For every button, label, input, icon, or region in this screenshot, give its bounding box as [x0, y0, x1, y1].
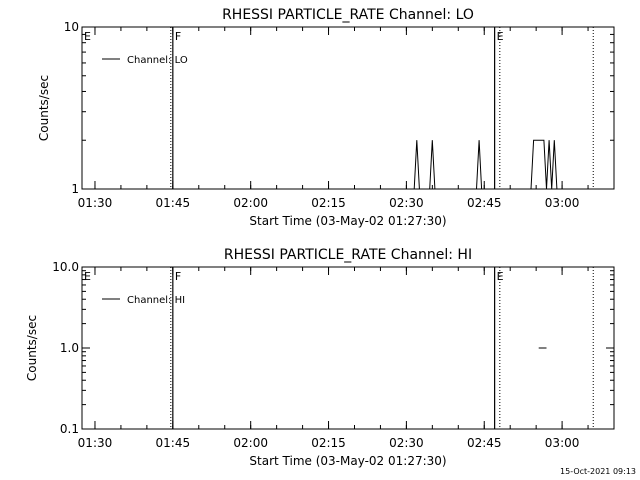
- plot-frame: [81, 26, 615, 190]
- x-axis-label: Start Time (03-May-02 01:27:30): [249, 214, 446, 228]
- lo-channel-panel: RHESSI PARTICLE_RATE Channel: LO 01:30 01:…: [37, 7, 615, 228]
- generation-timestamp: 15-Oct-2021 09:13: [560, 467, 636, 476]
- event-marker-label: F: [175, 30, 181, 43]
- x-tick-label: 02:00: [233, 436, 268, 450]
- x-tick-label: 02:45: [467, 436, 502, 450]
- x-tick-label: 02:15: [311, 196, 346, 210]
- y-tick-label: 1.0: [60, 341, 79, 355]
- x-tick-label: 02:00: [233, 196, 268, 210]
- chart-title: RHESSI PARTICLE_RATE Channel: LO: [222, 7, 474, 23]
- legend-label: Channel: HI: [127, 295, 185, 306]
- y-tick-label: 1: [71, 182, 79, 196]
- x-tick-label: 01:30: [78, 436, 113, 450]
- event-marker-label: E: [84, 270, 91, 283]
- x-tick-label: 01:45: [156, 436, 191, 450]
- y-axis-label: Counts/sec: [25, 315, 39, 381]
- event-marker-label: E: [84, 30, 91, 43]
- series-line: [413, 139, 558, 190]
- y-axis-label: Counts/sec: [37, 75, 51, 141]
- x-tick-label: 01:30: [78, 196, 113, 210]
- legend-label: Channel: LO: [127, 55, 188, 66]
- y-tick-label: 10.0: [52, 260, 79, 274]
- x-tick-label: 02:30: [389, 436, 424, 450]
- x-tick-label: 03:00: [545, 436, 580, 450]
- y-tick-label: 0.1: [60, 422, 79, 436]
- x-tick-label: 03:00: [545, 196, 580, 210]
- hi-channel-panel: RHESSI PARTICLE_RATE Channel: HI 01:30 01:…: [25, 247, 615, 468]
- x-tick-label: 01:45: [156, 196, 191, 210]
- x-tick-label: 02:30: [389, 196, 424, 210]
- x-tick-label: 02:45: [467, 196, 502, 210]
- chart-title: RHESSI PARTICLE_RATE Channel: HI: [224, 247, 472, 263]
- x-axis-label: Start Time (03-May-02 01:27:30): [249, 454, 446, 468]
- x-tick-label: 02:15: [311, 436, 346, 450]
- event-marker-label: F: [175, 270, 181, 283]
- y-tick-label: 10: [64, 20, 79, 34]
